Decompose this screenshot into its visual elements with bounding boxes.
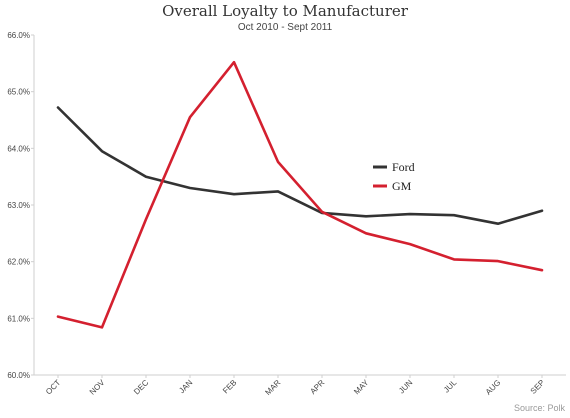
x-tick-label: JUN [397,378,415,396]
chart-title: Overall Loyalty to Manufacturer [162,2,409,20]
y-tick-label: 64.0% [7,144,30,153]
x-tick-label: APR [308,378,326,396]
x-tick-label: FEB [221,378,238,395]
legend-ford-label: Ford [392,160,415,174]
x-tick-label: SEP [529,378,547,396]
legend: Ford GM [373,160,415,193]
x-tick-label: JUL [442,378,459,395]
y-tick-label: 61.0% [7,314,30,323]
source-note: Source: Polk [514,403,566,413]
x-tick-label: MAY [352,378,371,397]
x-tick-group: OCT NOV DEC JAN FEB MAR APR MAY JUN JUL AUG SEP [44,375,546,397]
y-tick-label: 62.0% [7,258,30,267]
x-tick-label: MAR [263,378,282,397]
legend-gm-label: GM [392,179,412,193]
x-tick-label: NOV [88,378,107,397]
y-tick-label: 63.0% [7,201,30,210]
series-line-gm [56,60,544,329]
x-tick-label: JAN [177,378,194,395]
y-tick-label: 65.0% [7,88,30,97]
y-tick-label: 66.0% [7,31,30,40]
x-tick-label: DEC [132,378,150,396]
chart-axes [33,35,566,376]
x-tick-label: OCT [44,378,62,396]
series-line-ford [56,106,544,225]
chart-subtitle: Oct 2010 - Sept 2011 [238,22,333,33]
y-tick-group: 60.0% 61.0% 62.0% 63.0% 64.0% 65.0% 66.0% [7,31,34,380]
x-tick-label: AUG [484,378,503,397]
series-lines [56,60,544,329]
y-tick-label: 60.0% [7,371,30,380]
